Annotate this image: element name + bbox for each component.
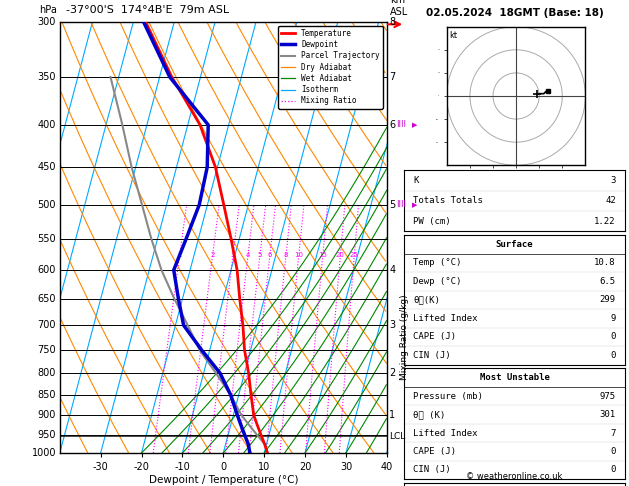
Text: 10.8: 10.8 [594, 259, 616, 267]
Text: CAPE (J): CAPE (J) [413, 447, 456, 456]
Text: 0: 0 [610, 351, 616, 360]
Text: 600: 600 [38, 265, 56, 275]
Text: Dewp (°C): Dewp (°C) [413, 277, 462, 286]
Text: 15: 15 [318, 252, 327, 258]
Text: 3: 3 [610, 176, 616, 185]
Text: Surface: Surface [496, 240, 533, 249]
Text: hPa: hPa [39, 4, 57, 15]
Text: 20: 20 [336, 252, 345, 258]
Text: IIII: IIII [396, 121, 406, 129]
Text: CIN (J): CIN (J) [413, 466, 451, 474]
Text: 6.5: 6.5 [599, 277, 616, 286]
Text: Totals Totals: Totals Totals [413, 196, 483, 205]
Text: 650: 650 [38, 294, 56, 304]
Text: 9: 9 [610, 314, 616, 323]
Text: 700: 700 [38, 320, 56, 330]
Text: ▶: ▶ [412, 202, 418, 208]
Text: © weatheronline.co.uk: © weatheronline.co.uk [466, 472, 563, 481]
Text: kt: kt [450, 31, 458, 40]
Text: 7: 7 [389, 72, 396, 82]
Text: 850: 850 [38, 390, 56, 400]
X-axis label: Dewpoint / Temperature (°C): Dewpoint / Temperature (°C) [148, 475, 298, 485]
Text: 550: 550 [37, 234, 56, 244]
Text: 10: 10 [294, 252, 303, 258]
Text: θᴇ(K): θᴇ(K) [413, 295, 440, 304]
Text: 750: 750 [37, 345, 56, 355]
Text: 8: 8 [284, 252, 288, 258]
Text: 450: 450 [38, 162, 56, 172]
Text: IIII: IIII [396, 200, 406, 209]
Text: CIN (J): CIN (J) [413, 351, 451, 360]
Text: 3: 3 [230, 252, 235, 258]
Text: PW (cm): PW (cm) [413, 217, 451, 226]
Text: km
ASL: km ASL [390, 0, 408, 17]
Text: Lifted Index: Lifted Index [413, 429, 478, 437]
Text: 4: 4 [389, 265, 396, 275]
Text: LCL: LCL [389, 432, 406, 441]
Text: 500: 500 [38, 200, 56, 210]
Text: 5: 5 [389, 200, 396, 210]
Text: -37°00'S  174°4B'E  79m ASL: -37°00'S 174°4B'E 79m ASL [66, 4, 229, 15]
Text: 3: 3 [389, 320, 396, 330]
Text: 8: 8 [389, 17, 396, 27]
Text: θᴇ (K): θᴇ (K) [413, 410, 445, 419]
Text: 6: 6 [389, 120, 396, 130]
Text: 1: 1 [389, 410, 396, 420]
Text: 2: 2 [210, 252, 214, 258]
Text: 1: 1 [177, 252, 182, 258]
Text: 5: 5 [257, 252, 262, 258]
Text: 6: 6 [267, 252, 272, 258]
Text: 0: 0 [610, 466, 616, 474]
Text: Mixing Ratio (g/kg): Mixing Ratio (g/kg) [400, 294, 409, 380]
Text: ▶: ▶ [412, 122, 418, 128]
Text: Pressure (mb): Pressure (mb) [413, 392, 483, 400]
Text: 2: 2 [389, 368, 396, 378]
Text: 975: 975 [599, 392, 616, 400]
Legend: Temperature, Dewpoint, Parcel Trajectory, Dry Adiabat, Wet Adiabat, Isotherm, Mi: Temperature, Dewpoint, Parcel Trajectory… [279, 26, 383, 108]
Text: Most Unstable: Most Unstable [479, 373, 550, 382]
Text: 299: 299 [599, 295, 616, 304]
Text: 1000: 1000 [31, 448, 56, 458]
Text: Temp (°C): Temp (°C) [413, 259, 462, 267]
Text: 800: 800 [38, 368, 56, 378]
Text: 7: 7 [610, 429, 616, 437]
Text: 4: 4 [245, 252, 250, 258]
Text: K: K [413, 176, 419, 185]
Text: 02.05.2024  18GMT (Base: 18): 02.05.2024 18GMT (Base: 18) [426, 8, 603, 18]
Text: 350: 350 [38, 72, 56, 82]
Text: 1.22: 1.22 [594, 217, 616, 226]
Text: 0: 0 [610, 332, 616, 341]
Text: 42: 42 [605, 196, 616, 205]
Text: 300: 300 [38, 17, 56, 27]
Text: Lifted Index: Lifted Index [413, 314, 478, 323]
Text: 950: 950 [38, 430, 56, 439]
Text: 900: 900 [38, 410, 56, 420]
Text: 400: 400 [38, 120, 56, 130]
Text: 301: 301 [599, 410, 616, 419]
Text: CAPE (J): CAPE (J) [413, 332, 456, 341]
Text: 25: 25 [350, 252, 359, 258]
Text: 0: 0 [610, 447, 616, 456]
